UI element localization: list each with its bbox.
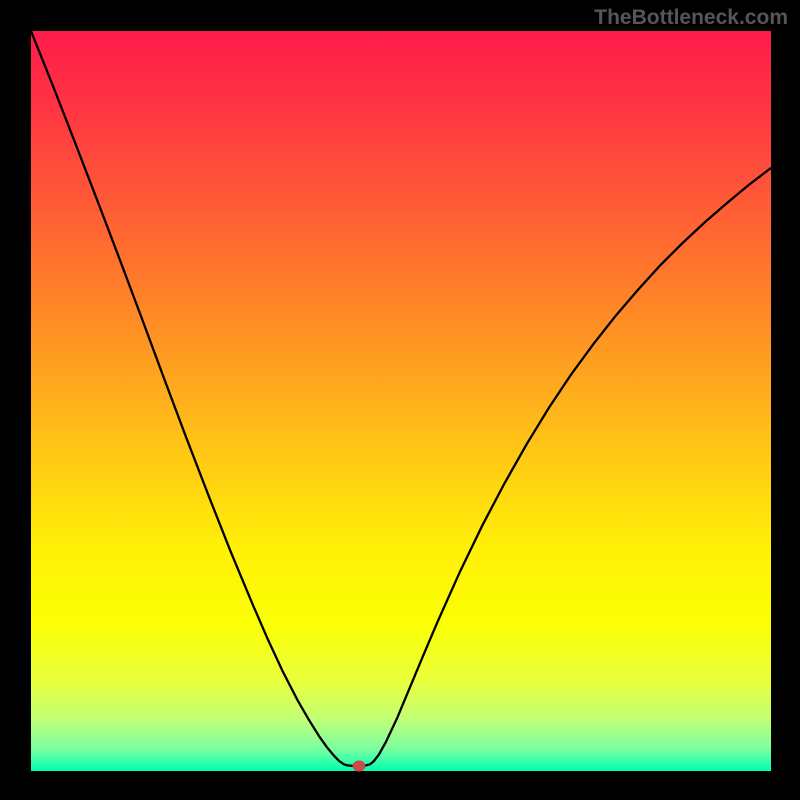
watermark-text: TheBottleneck.com: [594, 6, 788, 30]
optimum-marker: [352, 760, 365, 771]
bottleneck-curve-path: [31, 31, 771, 766]
bottleneck-curve-svg: [31, 31, 771, 771]
chart-plot-area: [31, 31, 771, 771]
